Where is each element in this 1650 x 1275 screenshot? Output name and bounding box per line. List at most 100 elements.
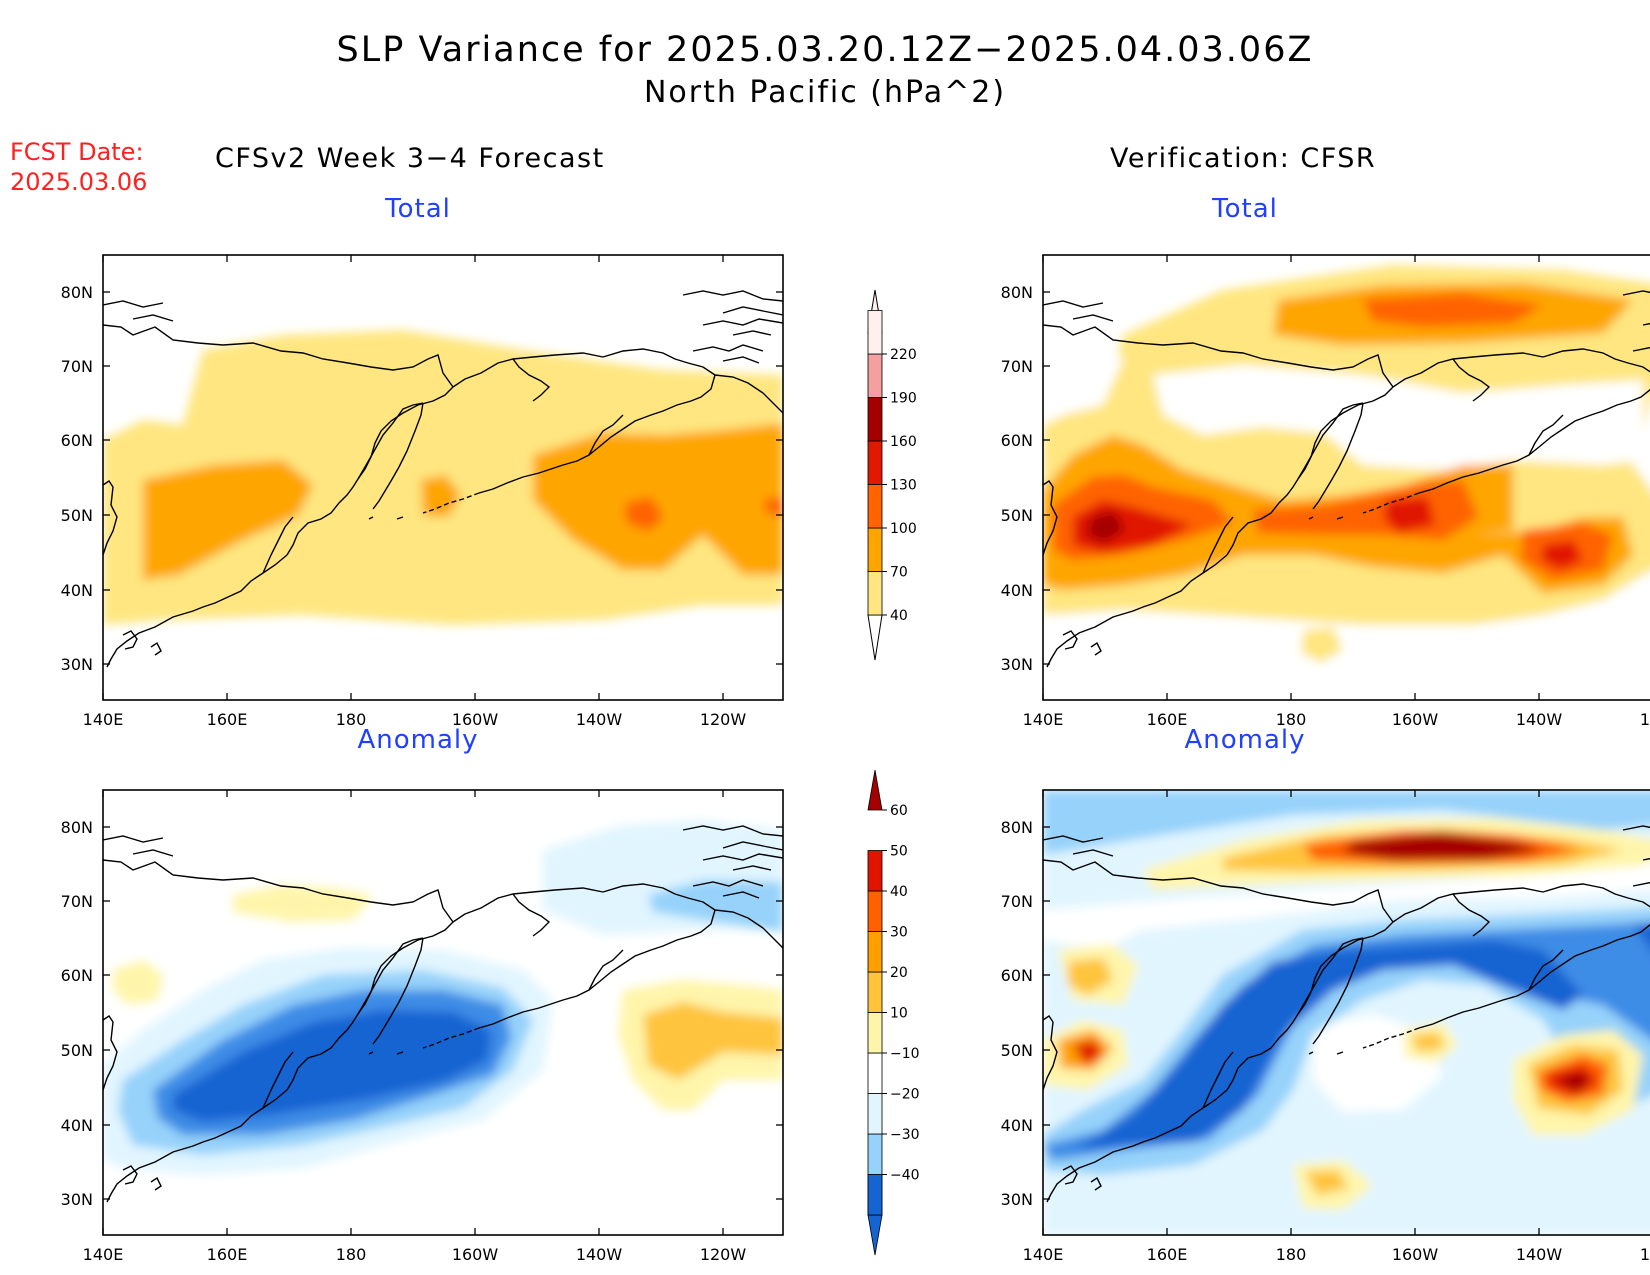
- forecast-column-header: CFSv2 Week 3−4 Forecast: [215, 143, 605, 174]
- colorbar-anomaly-swatch: [867, 1174, 883, 1216]
- colorbar-anomaly-label: −10: [890, 1046, 920, 1062]
- lon-tick-label: 160E: [1147, 1245, 1188, 1264]
- lon-tick-label: 160E: [1147, 710, 1188, 729]
- forecast-date-value: 2025.03.06: [10, 168, 148, 196]
- lat-tick-label: 60N: [1001, 966, 1033, 985]
- colorbar-anomaly-label: 30: [890, 925, 908, 941]
- lon-tick-label: 120W: [1640, 1245, 1650, 1264]
- lat-tick-label: 40N: [61, 581, 93, 600]
- verification-total-title: Total: [1212, 194, 1278, 224]
- colorbar-total-swatch: [867, 397, 883, 442]
- lat-tick-label: 60N: [61, 431, 93, 450]
- lon-tick-label: 120W: [700, 1245, 747, 1264]
- verification-total-map: [1042, 254, 1650, 701]
- lat-tick-label: 50N: [1001, 1041, 1033, 1060]
- lon-tick-label: 120W: [700, 710, 747, 729]
- forecast-anomaly-map: [102, 789, 784, 1236]
- lat-tick-label: 70N: [61, 357, 93, 376]
- lon-tick-label: 140W: [576, 710, 623, 729]
- colorbar-anomaly-label: −40: [890, 1168, 920, 1184]
- verification-column-header: Verification: CFSR: [1110, 143, 1377, 174]
- lon-tick-label: 140W: [1516, 710, 1563, 729]
- lon-tick-label: 160W: [452, 710, 499, 729]
- lon-tick-label: 180: [336, 710, 367, 729]
- colorbar-anomaly-label: −30: [890, 1127, 920, 1143]
- colorbar-anomaly-swatch: [867, 850, 883, 892]
- colorbar-anomaly-label: 10: [890, 1006, 908, 1022]
- colorbar-total-swatch: [867, 353, 883, 398]
- colorbar-anomaly-label: 40: [890, 884, 908, 900]
- colorbar-total-label: 190: [890, 391, 917, 407]
- lat-tick-label: 30N: [61, 655, 93, 674]
- lat-tick-label: 40N: [1001, 1116, 1033, 1135]
- lat-tick-label: 70N: [1001, 892, 1033, 911]
- colorbar-anomaly-top-cap: [867, 769, 883, 811]
- colorbar-anomaly-bottom-cap: [867, 1214, 883, 1256]
- forecast-total-title: Total: [385, 194, 451, 224]
- lon-tick-label: 140W: [1516, 1245, 1563, 1264]
- lat-tick-label: 40N: [1001, 581, 1033, 600]
- colorbar-total-label: 100: [890, 521, 917, 537]
- forecast-date-label: FCST Date:: [10, 138, 144, 166]
- colorbar-anomaly-swatch: [867, 1012, 883, 1054]
- colorbar-anomaly-label: 50: [890, 844, 908, 860]
- colorbar-total-swatch: [867, 310, 883, 355]
- colorbar-total-swatch: [867, 527, 883, 572]
- lon-tick-label: 180: [1276, 1245, 1307, 1264]
- lon-tick-label: 180: [336, 1245, 367, 1264]
- lat-tick-label: 60N: [61, 966, 93, 985]
- lat-tick-label: 80N: [61, 818, 93, 837]
- lat-tick-label: 30N: [61, 1190, 93, 1209]
- chart-subtitle: North Pacific (hPa^2): [643, 75, 1007, 110]
- lat-tick-label: 40N: [61, 1116, 93, 1135]
- colorbar-total-label: 160: [890, 434, 917, 450]
- verification-anomaly-title: Anomaly: [1184, 725, 1306, 755]
- lat-tick-label: 30N: [1001, 655, 1033, 674]
- lat-tick-label: 50N: [61, 1041, 93, 1060]
- colorbar-anomaly-swatch: [867, 1133, 883, 1175]
- forecast-total-map: [102, 254, 784, 701]
- lon-tick-label: 140E: [83, 1245, 124, 1264]
- colorbar-anomaly-label: 20: [890, 965, 908, 981]
- lon-tick-label: 140E: [1023, 1245, 1064, 1264]
- colorbar-total-swatch: [867, 484, 883, 529]
- lat-tick-label: 80N: [61, 283, 93, 302]
- lon-tick-label: 180: [1276, 710, 1307, 729]
- lat-tick-label: 30N: [1001, 1190, 1033, 1209]
- colorbar-total-bottom-cap: [867, 614, 883, 661]
- colorbar-total-label: 70: [890, 565, 908, 581]
- lat-tick-label: 60N: [1001, 431, 1033, 450]
- lat-tick-label: 50N: [61, 506, 93, 525]
- lon-tick-label: 160W: [1392, 710, 1439, 729]
- colorbar-anomaly-swatch: [867, 971, 883, 1013]
- colorbar-anomaly-swatch: [867, 1052, 883, 1094]
- lat-tick-label: 50N: [1001, 506, 1033, 525]
- colorbar-anomaly-swatch: [867, 931, 883, 973]
- lon-tick-label: 160E: [207, 710, 248, 729]
- lon-tick-label: 160W: [1392, 1245, 1439, 1264]
- colorbar-total-label: 130: [890, 478, 917, 494]
- colorbar-anomaly: −40 −30 −20 −10 10 20 30 40 50 60: [867, 769, 920, 1256]
- colorbar-total-swatch: [867, 571, 883, 616]
- lon-tick-label: 160W: [452, 1245, 499, 1264]
- lat-tick-label: 80N: [1001, 818, 1033, 837]
- lon-tick-label: 120W: [1640, 710, 1650, 729]
- lon-tick-label: 160E: [207, 1245, 248, 1264]
- chart-title: SLP Variance for 2025.03.20.12Z−2025.04.…: [336, 30, 1314, 70]
- colorbar-anomaly-label: 60: [890, 803, 908, 819]
- lat-tick-label: 70N: [1001, 357, 1033, 376]
- forecast-anomaly-title: Anomaly: [357, 725, 479, 755]
- colorbar-total: 40 70 100 130 160 190 220: [867, 289, 917, 661]
- colorbar-anomaly-swatch: [867, 890, 883, 932]
- lat-tick-label: 70N: [61, 892, 93, 911]
- lon-tick-label: 140W: [576, 1245, 623, 1264]
- lon-tick-label: 140E: [83, 710, 124, 729]
- lat-tick-label: 80N: [1001, 283, 1033, 302]
- colorbar-total-label: 220: [890, 347, 917, 363]
- verification-anomaly-map: [1042, 789, 1650, 1236]
- colorbar-anomaly-label: −20: [890, 1087, 920, 1103]
- lon-tick-label: 140E: [1023, 710, 1064, 729]
- colorbar-total-swatch: [867, 440, 883, 485]
- colorbar-anomaly-swatch: [867, 1093, 883, 1135]
